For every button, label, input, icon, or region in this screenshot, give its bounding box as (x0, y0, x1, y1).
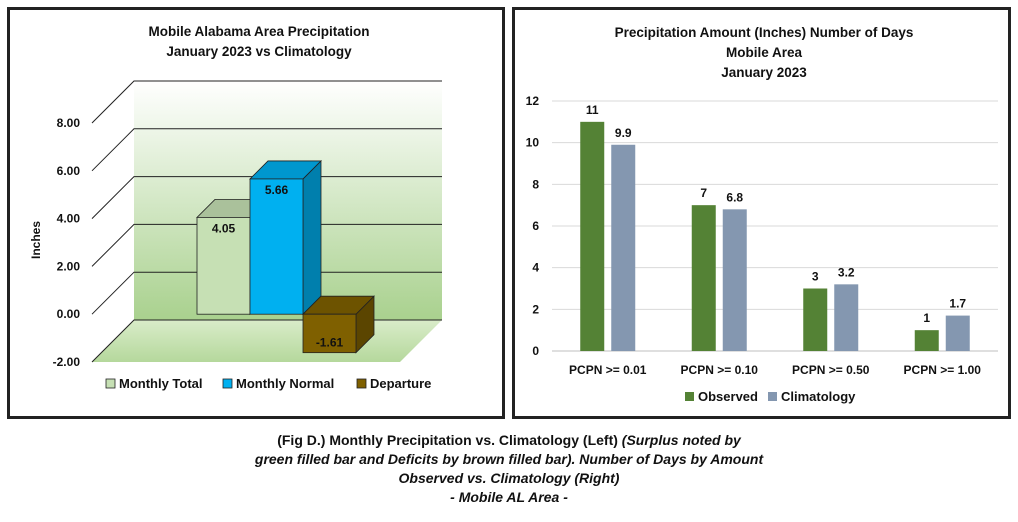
side-wall (92, 81, 134, 362)
bar-front (249, 178, 304, 315)
bar-climatology (834, 284, 859, 351)
y-tick-label: 4.00 (57, 212, 81, 226)
y-tick-label: 4 (532, 261, 539, 275)
legend-label: Monthly Normal (236, 376, 334, 391)
y-tick-label: 8 (532, 177, 539, 191)
gridline (91, 128, 442, 172)
bar-data-label: 11 (586, 103, 599, 117)
x-tick-label: PCPN >= 0.50 (792, 363, 870, 377)
y-tick-label: 0 (532, 344, 539, 358)
bar-data-label: 9.9 (615, 126, 632, 140)
right-chart-panel: Precipitation Amount (Inches) Number of … (512, 7, 1011, 419)
figure-caption: (Fig D.) Monthly Precipitation vs. Clima… (0, 431, 1018, 507)
bar-climatology (945, 315, 970, 351)
bar-climatology (611, 144, 636, 351)
caption-line-1-italic: (Surplus noted by (621, 432, 741, 448)
right-chart-title-line-1: Precipitation Amount (Inches) Number of … (615, 25, 914, 40)
left-chart-panel: Mobile Alabama Area Precipitation January… (7, 7, 505, 419)
y-tick-label: -2.00 (53, 355, 81, 369)
y-tick-label: 2.00 (57, 259, 81, 273)
gridline (91, 271, 442, 315)
caption-line-1: (Fig D.) Monthly Precipitation vs. Clima… (0, 431, 1018, 450)
bar-observed (914, 330, 939, 351)
legend-label: Departure (370, 376, 431, 391)
gridline (91, 176, 442, 219)
x-tick-label: PCPN >= 1.00 (904, 363, 982, 377)
bar-climatology (722, 209, 747, 351)
bar-data-label: 3.2 (838, 265, 855, 279)
y-tick-label: 6.00 (57, 164, 81, 178)
bar-observed (691, 205, 716, 351)
caption-line-3: Observed vs. Climatology (Right) (398, 470, 620, 486)
bar-data-label: 1 (923, 311, 930, 325)
right-chart-title-line-2: Mobile Area (726, 45, 803, 60)
y-tick-label: 8.00 (57, 116, 81, 130)
right-chart-title-line-3: January 2023 (721, 65, 807, 80)
caption-line-2: green filled bar and Deficits by brown f… (254, 451, 764, 467)
legend-swatch (356, 378, 367, 389)
gridline (91, 80, 442, 124)
bar-data-label: 1.7 (949, 297, 966, 311)
y-tick-label: 10 (526, 136, 540, 150)
legend-swatch (105, 378, 116, 389)
bar-data-label: 7 (700, 186, 707, 200)
caption-line-4: - Mobile AL Area - (450, 489, 568, 505)
legend-label: Monthly Total (119, 376, 203, 391)
bar-data-label: 4.05 (212, 221, 236, 235)
monthly-precipitation-chart: Mobile Alabama Area Precipitation January… (29, 24, 442, 391)
precipitation-days-chart: Precipitation Amount (Inches) Number of … (526, 25, 998, 404)
y-tick-label: 6 (532, 219, 539, 233)
legend-swatch (222, 378, 233, 389)
caption-line-1-normal: (Fig D.) Monthly Precipitation vs. Clima… (277, 432, 622, 448)
bar-side (302, 159, 322, 316)
gridline (91, 223, 442, 267)
bar-departure (302, 295, 375, 354)
legend-swatch (768, 392, 777, 401)
bar-observed (803, 288, 828, 351)
left-chart-title-line-2: January 2023 vs Climatology (166, 44, 352, 59)
x-tick-label: PCPN >= 0.10 (681, 363, 759, 377)
y-tick-label: 0.00 (57, 307, 81, 321)
bar-front (196, 217, 251, 315)
bar-front (302, 313, 357, 354)
bar-observed (580, 121, 605, 351)
x-tick-label: PCPN >= 0.01 (569, 363, 647, 377)
bar-monthly-normal (249, 159, 322, 316)
y-tick-label: 2 (532, 302, 539, 316)
y-tick-label: 12 (526, 94, 540, 108)
bar-data-label: 6.8 (726, 190, 743, 204)
bar-data-label: -1.61 (316, 336, 344, 350)
legend-label: Observed (698, 389, 758, 404)
bar-data-label: 3 (812, 270, 819, 284)
legend-swatch (685, 392, 694, 401)
bar-data-label: 5.66 (265, 183, 289, 197)
left-chart-title-line-1: Mobile Alabama Area Precipitation (148, 24, 369, 39)
legend-label: Climatology (781, 389, 856, 404)
y-axis-title: Inches (29, 221, 43, 259)
floor (92, 320, 442, 362)
